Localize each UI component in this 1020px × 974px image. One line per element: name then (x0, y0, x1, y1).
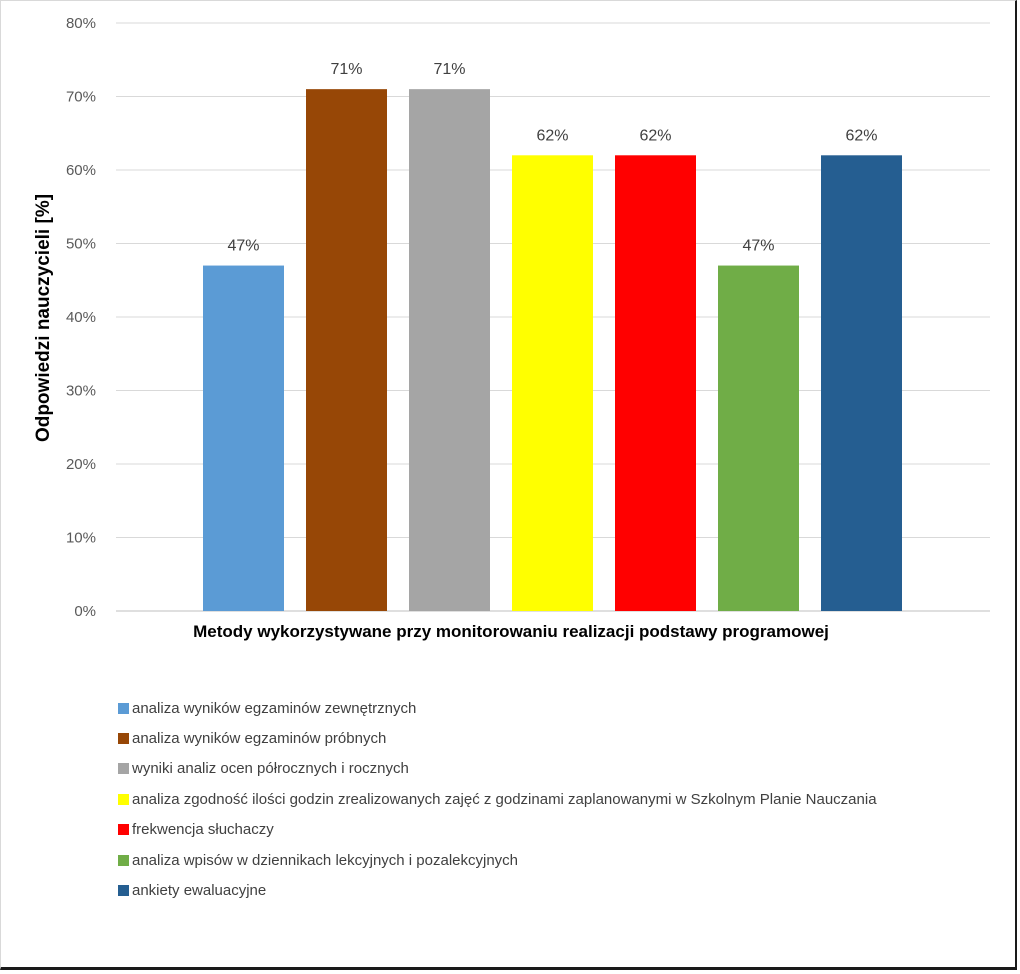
legend-swatch (118, 793, 129, 805)
y-tick-label: 20% (66, 456, 96, 473)
bar (512, 155, 593, 612)
data-label: 71% (433, 61, 465, 78)
y-tick-labels: 0% 10% 20% 30% 40% 50% 60% 70% 80% (66, 15, 96, 620)
legend-label: analiza zgodność ilości godzin zrealizow… (132, 790, 877, 808)
legend-item: frekwencja słuchaczy (118, 810, 877, 850)
legend-swatch (118, 885, 129, 897)
y-tick-label: 10% (66, 530, 96, 547)
data-label: 47% (227, 238, 259, 255)
legend-item: analiza wyników egzaminów zewnętrznych (118, 688, 877, 728)
legend-label: analiza wyników egzaminów zewnętrznych (132, 699, 417, 717)
legend-item: analiza wpisów w dziennikach lekcyjnych … (118, 840, 877, 880)
y-tick-label: 80% (66, 15, 96, 32)
bar (409, 89, 490, 611)
bar (821, 155, 902, 612)
legend-item: wyniki analiz ocen półrocznych i rocznyc… (118, 749, 877, 789)
legend-item: ankiety ewaluacyjne (118, 870, 877, 910)
data-label: 62% (845, 127, 877, 144)
data-label: 47% (742, 238, 774, 255)
data-label: 62% (639, 127, 671, 144)
y-tick-label: 60% (66, 162, 96, 179)
legend-item: analiza wyników egzaminów próbnych (118, 718, 877, 758)
legend-item: analiza zgodność ilości godzin zrealizow… (118, 779, 877, 819)
legend-label: analiza wpisów w dziennikach lekcyjnych … (132, 851, 519, 869)
legend-swatch (118, 763, 129, 775)
x-axis-label: Metody wykorzystywane przy monitorowaniu… (193, 622, 829, 641)
legend-swatch (118, 733, 129, 745)
legend-label: ankiety ewaluacyjne (132, 882, 267, 900)
bar (615, 155, 696, 612)
y-tick-label: 40% (66, 309, 96, 326)
bar (203, 265, 284, 611)
legend-label: analiza wyników egzaminów próbnych (132, 730, 387, 748)
legend-label: frekwencja słuchaczy (132, 821, 274, 839)
y-tick-label: 0% (74, 603, 96, 620)
data-labels: 47% 71% 71% 62% 62% 47% 62% (227, 61, 877, 254)
bars (203, 89, 902, 612)
legend-swatch (118, 824, 129, 836)
bar (718, 265, 799, 611)
data-label: 71% (330, 61, 362, 78)
legend-label: wyniki analiz ocen półrocznych i rocznyc… (132, 760, 409, 778)
y-tick-label: 70% (66, 89, 96, 106)
y-axis-label: Odpowiedzi nauczycieli [%] (33, 193, 54, 443)
data-label: 62% (536, 127, 568, 144)
y-tick-label: 30% (66, 383, 96, 400)
legend-swatch (118, 854, 129, 866)
y-tick-label: 50% (66, 236, 96, 253)
legend-swatch (118, 702, 129, 714)
legend: analiza wyników egzaminów zewnętrznych an… (118, 688, 877, 911)
bar (306, 89, 387, 611)
